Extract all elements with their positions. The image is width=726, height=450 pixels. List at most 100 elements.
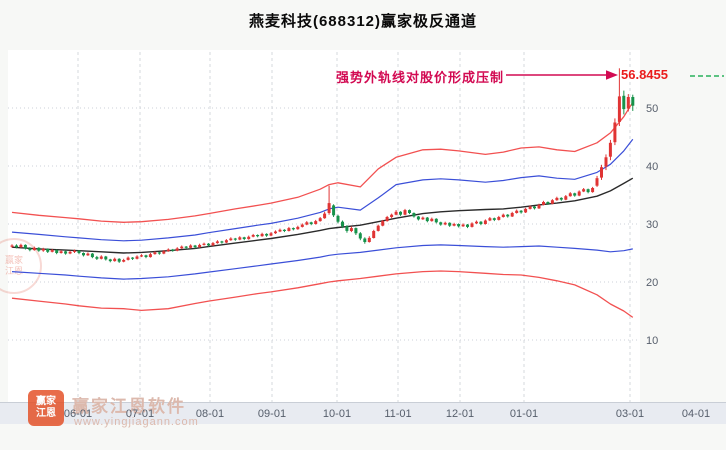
watermark-brand: 赢家江恩软件 [72, 397, 186, 416]
candle-body [349, 228, 353, 231]
candle-body [336, 215, 340, 222]
candle-body [475, 221, 478, 224]
candle-body [180, 246, 184, 249]
candle-body [546, 202, 550, 204]
candle-body [582, 189, 586, 192]
candle-body [68, 251, 72, 254]
candle-body [238, 237, 242, 240]
candle-body [229, 238, 233, 241]
candle-body [613, 122, 617, 143]
candle-body [28, 248, 32, 251]
candle-body [282, 229, 286, 231]
candle-body [314, 221, 318, 224]
candle-body [323, 213, 327, 219]
candle-body [265, 233, 269, 236]
x-tick-label: 09-01 [258, 408, 286, 420]
candle-body [59, 251, 63, 253]
candle-body [466, 224, 469, 227]
watermark-url: www.yingjiagann.com [74, 416, 199, 428]
candle-body [434, 218, 438, 223]
candle-body [573, 193, 577, 196]
candle-body [251, 235, 255, 237]
candle-body [23, 244, 27, 249]
candle-body [117, 258, 121, 262]
candle-body [82, 253, 85, 256]
candle-body [372, 231, 376, 238]
candle-body [550, 200, 554, 204]
candle-body [32, 247, 36, 251]
candle-body [175, 248, 179, 251]
candle-body [600, 167, 603, 178]
life-line [11, 177, 634, 254]
candle-body [291, 228, 295, 230]
candle-body [148, 254, 152, 258]
candle-body [524, 208, 528, 213]
candle-body [37, 247, 41, 251]
candle-body [171, 249, 175, 251]
candle-body [122, 260, 126, 262]
candle-body [488, 218, 492, 221]
candle-body [144, 255, 148, 257]
candle-body [19, 244, 23, 248]
candle-body [215, 241, 219, 244]
candle-body [309, 222, 313, 224]
y-axis-label: 10 [646, 335, 658, 347]
upper-inner-rail-line [11, 138, 634, 242]
candle-body [354, 228, 358, 234]
candle-body [399, 211, 402, 215]
x-tick-label: 03-01 [616, 408, 644, 420]
candle-body [247, 236, 251, 240]
candle-body [327, 203, 331, 213]
y-axis-label: 40 [646, 161, 658, 173]
candle-body [99, 256, 103, 259]
candle-body [274, 231, 277, 234]
x-tick-label: 10-01 [323, 408, 351, 420]
x-axis-strip [0, 402, 726, 424]
candle-body [126, 257, 130, 260]
candle-body [555, 197, 559, 201]
y-axis-label: 30 [646, 219, 658, 231]
candle-body [390, 214, 394, 217]
candle-body [104, 256, 108, 260]
x-tick-label: 07-01 [126, 408, 154, 420]
candle-body [577, 191, 581, 196]
candle-body [376, 225, 380, 231]
candle-body [184, 246, 188, 248]
candle-body [608, 142, 612, 157]
candle-body [345, 226, 349, 231]
candle-body [224, 240, 228, 243]
seal-watermark-text: 赢家江恩 [4, 255, 23, 276]
candle-body [162, 251, 166, 254]
candle-body [394, 211, 398, 215]
candle-body [559, 197, 563, 200]
candle-body [408, 210, 411, 213]
candle-body [452, 224, 456, 226]
candle-body [519, 210, 523, 213]
candle-body [198, 244, 202, 248]
x-tick-label: 08-01 [196, 408, 224, 420]
page-title: 燕麦科技(688312)赢家极反通道 [248, 13, 478, 30]
candle-body [211, 243, 215, 246]
candle-body [153, 252, 157, 255]
candle-body [260, 233, 264, 237]
candle-body [622, 95, 626, 110]
candle-body [568, 193, 572, 197]
candle-body [278, 229, 282, 232]
candle-body [64, 251, 68, 254]
candle-body [439, 222, 443, 225]
candle-body [256, 235, 260, 237]
candle-body [416, 216, 420, 220]
candle-body [363, 238, 367, 242]
candle-body [381, 221, 385, 226]
candle-body [189, 245, 193, 248]
candle-body [564, 196, 568, 200]
candle-body [595, 178, 599, 186]
candle-body [287, 228, 291, 231]
candle-body [207, 243, 210, 246]
brand-logo-text: 赢家江恩 [36, 396, 56, 419]
candle-body [430, 218, 434, 222]
candle-body [403, 210, 407, 215]
suppression-annotation: 强势外轨线对股价形成压制 [335, 70, 504, 85]
candle-body [537, 204, 541, 209]
candle-body [412, 213, 416, 217]
